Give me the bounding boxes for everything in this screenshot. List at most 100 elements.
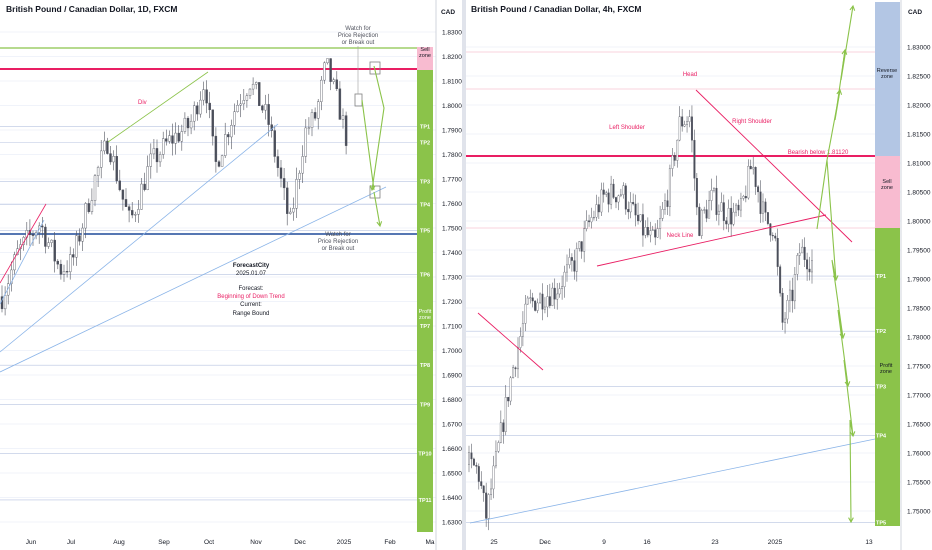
left-candle-body xyxy=(3,294,7,310)
right-candle-body xyxy=(644,227,647,236)
right-candle-body xyxy=(509,377,512,402)
right-reverse-zone-line2: zone xyxy=(881,74,893,80)
left-candle-body xyxy=(298,172,301,180)
left-candle-body xyxy=(103,140,106,152)
right-profit-zone-line1: Profit xyxy=(880,363,893,369)
right-candle-body xyxy=(752,167,755,170)
head-label: Head xyxy=(683,72,697,78)
right-trend-lines xyxy=(469,89,876,524)
left-candle-body xyxy=(50,239,53,243)
right-candle-body xyxy=(629,202,632,213)
left-price-tick: 1.66000 xyxy=(442,446,466,453)
left-candle-body xyxy=(84,203,87,229)
right-time-label: 9 xyxy=(602,539,606,546)
left-candle-body xyxy=(152,148,156,155)
right-candle-body xyxy=(553,287,556,300)
right-grid-lines xyxy=(466,46,901,512)
right-candle-body xyxy=(764,201,767,213)
left-tp-label: TP3 xyxy=(420,179,430,185)
left-candle-body xyxy=(270,124,273,131)
right-candle-body xyxy=(624,185,627,210)
left-candle-body xyxy=(134,214,137,216)
right-candle-body xyxy=(759,191,762,214)
arrow-head xyxy=(849,4,856,11)
right-candle-body xyxy=(519,336,522,348)
left-price-tick: 1.68000 xyxy=(442,397,466,404)
left-time-label: Oct xyxy=(204,539,214,546)
right-candle-body xyxy=(612,183,615,198)
left-candle-body xyxy=(149,153,153,167)
left-candle-body xyxy=(248,88,252,96)
right-time-axis-labels: 25 Dec 9 16 23 2025 13 xyxy=(490,539,873,546)
right-candle-body xyxy=(492,465,495,490)
right-candle-body xyxy=(654,229,657,238)
left-candle-body xyxy=(208,102,211,111)
right-candle-body xyxy=(732,211,735,225)
right-candle-body xyxy=(786,300,789,320)
right-chart-background xyxy=(466,0,932,550)
right-candle-body xyxy=(727,207,730,225)
left-price-tick: 1.75000 xyxy=(442,226,466,233)
left-candle-body xyxy=(233,111,236,126)
left-watch-top-line3: or Break out xyxy=(342,40,375,46)
right-candle-body xyxy=(681,116,684,127)
left-level-lines xyxy=(0,47,417,501)
right-candle-body xyxy=(556,293,559,300)
left-candle-body xyxy=(326,58,329,64)
left-candle-body xyxy=(239,103,242,106)
left-candle-body xyxy=(335,79,338,90)
left-candle-body xyxy=(323,62,326,81)
right-candle-body xyxy=(664,200,666,210)
right-candle-body xyxy=(808,268,811,273)
left-candle-body xyxy=(75,235,78,258)
left-candle-body xyxy=(10,269,13,284)
right-candle-body xyxy=(703,209,706,211)
right-candle-body xyxy=(749,165,752,170)
right-candle-body xyxy=(634,203,637,216)
forecast-brand: ForecastCity xyxy=(233,263,270,269)
left-tp-label: TP9 xyxy=(420,402,430,408)
left-time-label: Feb xyxy=(384,539,396,546)
right-candle-body xyxy=(475,465,478,467)
left-price-tick: 1.77000 xyxy=(442,177,466,184)
bearish-below-label: Bearish below 1.81120 xyxy=(788,150,849,156)
right-arrow-down-3 xyxy=(837,309,849,387)
right-forecast-arrows xyxy=(816,4,856,524)
right-candle-body xyxy=(568,257,571,266)
left-tp-label: TP2 xyxy=(420,140,430,146)
right-price-tick: 1.81500 xyxy=(907,132,931,139)
right-candle-body xyxy=(605,192,608,195)
right-candle-body xyxy=(482,485,485,494)
right-candle-body xyxy=(622,185,625,195)
panel-divider xyxy=(462,0,466,550)
left-watch-bottom-line2: Price Rejection xyxy=(318,239,358,245)
right-candle-body xyxy=(717,210,720,215)
right-arrow-up-3 xyxy=(840,5,854,81)
left-forecast-arrow-1 xyxy=(371,65,385,191)
right-currency-label: CAD xyxy=(908,9,922,16)
right-candle-body xyxy=(774,235,777,239)
left-candle-body xyxy=(307,127,311,129)
right-candle-body xyxy=(757,186,760,193)
right-candle-body xyxy=(534,300,537,311)
left-candle-body xyxy=(279,167,283,179)
right-time-label: 13 xyxy=(865,539,873,546)
left-candle-body xyxy=(65,271,69,273)
left-candle-body xyxy=(44,226,47,247)
right-candle-body xyxy=(754,167,757,187)
right-candle-body xyxy=(578,241,581,249)
right-candle-body xyxy=(497,442,500,452)
left-tp-label: TP1 xyxy=(420,124,430,130)
left-watch-box-top xyxy=(369,61,381,75)
left-candle-body xyxy=(68,254,72,273)
right-candle-body xyxy=(801,246,804,254)
right-candle-body xyxy=(784,318,787,323)
right-candle-body xyxy=(742,196,745,199)
right-candle-body xyxy=(637,214,640,222)
right-candle-body xyxy=(575,248,578,272)
right-candle-body xyxy=(762,201,764,214)
left-candle-body xyxy=(93,175,97,201)
left-candle-body xyxy=(338,88,342,120)
right-candle-body xyxy=(600,189,603,213)
left-trendline-early xyxy=(0,219,45,305)
